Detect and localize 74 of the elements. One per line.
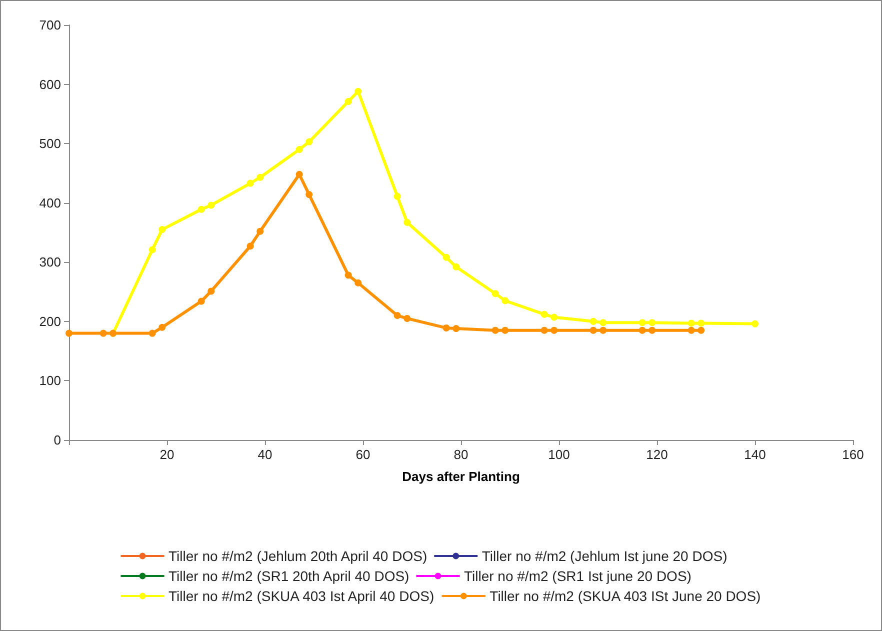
point (158, 324, 166, 331)
legend-label: Tiller no #/m2 (SKUA 403 ISt June 20 DOS) (490, 588, 761, 604)
point (442, 254, 450, 261)
point (306, 138, 313, 146)
point (492, 326, 499, 334)
point (198, 298, 205, 305)
point (344, 272, 352, 279)
point (256, 174, 264, 181)
point (502, 297, 509, 304)
y-tick-label: 500 (39, 136, 61, 152)
point (100, 330, 107, 337)
point (296, 146, 303, 153)
point (600, 326, 607, 334)
x-axis-title: Days after Planting (402, 469, 520, 484)
point (246, 242, 254, 250)
point (394, 312, 401, 319)
point (148, 330, 156, 337)
y-tick-label: 100 (39, 373, 61, 388)
point (354, 279, 362, 286)
point (208, 202, 215, 209)
point (452, 263, 460, 270)
y-tick-label: 700 (39, 18, 61, 32)
point (394, 192, 401, 200)
point (600, 319, 607, 326)
point (442, 324, 450, 332)
point (404, 314, 411, 322)
point (688, 320, 695, 327)
point (638, 326, 646, 334)
x-tick-label: 140 (744, 447, 766, 462)
y-tick-label: 400 (39, 195, 61, 210)
point (590, 326, 597, 334)
legend-label: Tiller no #/m2 (SKUA 403 Ist April 40 DOS) (168, 588, 434, 604)
point (256, 228, 264, 235)
point (550, 314, 558, 321)
y-tick-label: 200 (39, 314, 61, 329)
point (354, 88, 362, 95)
point (540, 326, 548, 334)
legend-label: Tiller no #/m2 (Jehlum Ist june 20 DOS) (482, 548, 728, 564)
x-tick-label: 80 (454, 447, 468, 462)
point (502, 326, 509, 334)
x-tick-label: 100 (548, 447, 570, 462)
point (296, 170, 303, 178)
point (698, 320, 705, 327)
point (648, 326, 656, 334)
point (590, 318, 597, 325)
point (158, 226, 166, 234)
x-tick-label: 160 (842, 447, 864, 462)
y-tick-label: 300 (39, 254, 61, 270)
point (246, 180, 254, 187)
point (540, 310, 548, 318)
point (698, 326, 705, 334)
point (752, 320, 758, 328)
legend-label: Tiller no #/m2 (SR1 Ist june 20 DOS) (464, 568, 692, 584)
point (550, 326, 558, 334)
point (492, 290, 499, 298)
point (648, 319, 656, 326)
x-tick-label: 60 (356, 447, 370, 462)
point (638, 319, 646, 326)
x-tick-label: 20 (160, 447, 174, 462)
x-tick-label: 120 (646, 447, 668, 462)
y-tick-label: 600 (39, 76, 61, 92)
point (148, 246, 156, 254)
point (208, 288, 215, 295)
legend-label: Tiller no #/m2 (SR1 20th April 40 DOS) (168, 568, 410, 584)
x-tick-label: 40 (258, 447, 272, 462)
point (344, 98, 352, 105)
point (198, 206, 205, 213)
point (306, 191, 313, 198)
point (452, 325, 460, 332)
legend-label: Tiller no #/m2 (Jehlum 20th April 40 DOS) (168, 548, 428, 564)
y-tick-label: 0 (54, 432, 61, 448)
point (404, 218, 411, 226)
point (66, 330, 72, 337)
point (688, 326, 695, 334)
